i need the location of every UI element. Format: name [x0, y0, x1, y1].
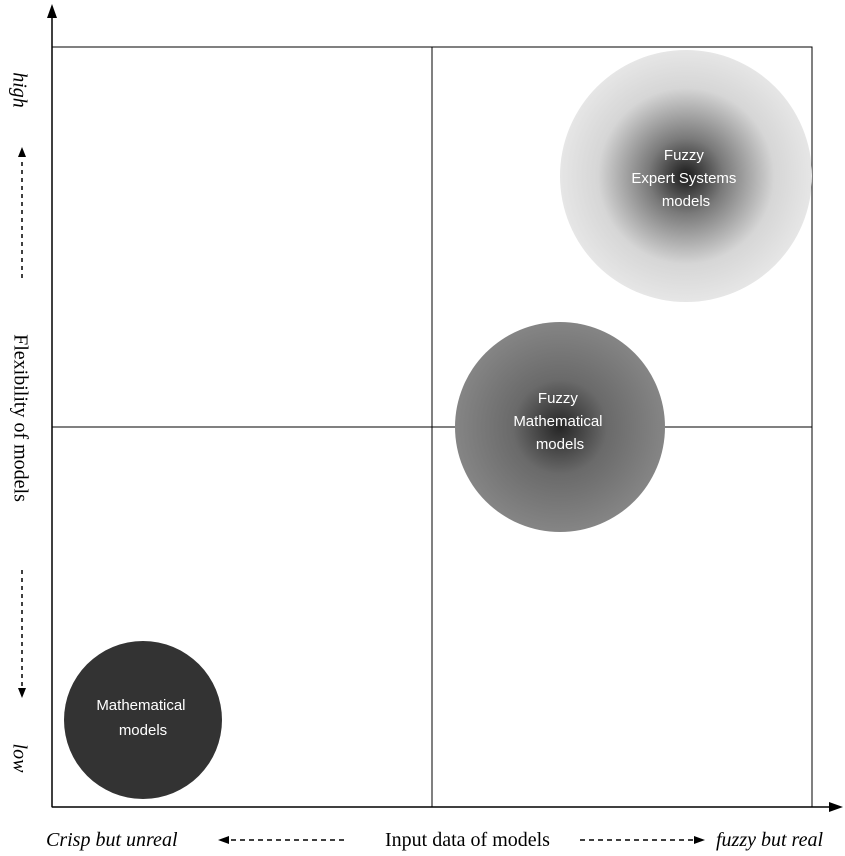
y-axis-high-label: high	[8, 72, 30, 108]
x-axis-title: Input data of models	[385, 829, 550, 851]
bubble-mathematical-models: Mathematical models	[64, 641, 222, 799]
x-axis-left-arrowhead	[218, 836, 229, 844]
x-axis-right-label: fuzzy but real	[716, 829, 823, 851]
y-axis-up-arrowhead	[18, 147, 26, 157]
y-axis-title: Flexibility of models	[9, 334, 31, 502]
y-axis-arrowhead	[47, 4, 57, 18]
bubble-label: Fuzzy Expert Systems models	[631, 147, 740, 210]
bubble-label: Mathematical models	[96, 697, 189, 739]
y-axis-low-label: low	[8, 744, 30, 774]
x-axis-arrowhead	[829, 802, 843, 812]
bubble-fuzzy-mathematical-models: Fuzzy Mathematical models	[455, 322, 665, 532]
x-axis-left-label: Crisp but unreal	[46, 829, 178, 851]
y-axis-down-arrowhead	[18, 688, 26, 698]
bubble-label: Fuzzy Mathematical models	[513, 390, 606, 453]
x-axis-right-arrowhead	[694, 836, 705, 844]
bubble-fuzzy-expert-systems-models: Fuzzy Expert Systems models	[560, 50, 812, 302]
